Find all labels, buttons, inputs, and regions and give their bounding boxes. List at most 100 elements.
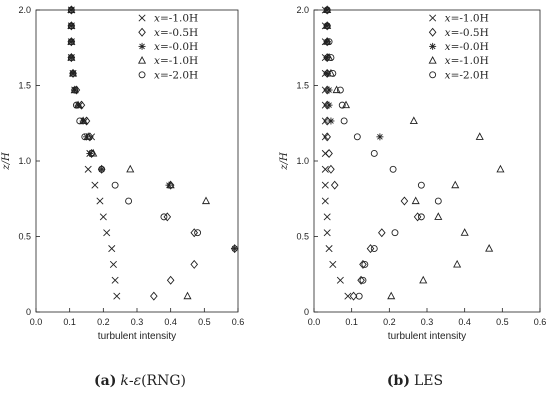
x-axis-label: turbulent intensity (388, 331, 466, 342)
x-axis-label: turbulent intensity (98, 331, 176, 342)
data-point-triangle (84, 132, 93, 140)
data-point-cross (111, 276, 119, 284)
legend-marker-triangle (138, 56, 147, 64)
data-point-triangle (460, 228, 469, 236)
data-point-triangle (475, 132, 484, 140)
x-tick-label: 0.3 (421, 317, 434, 327)
data-point-diamond (323, 132, 331, 142)
data-point-cross (323, 229, 331, 237)
series-circle (67, 6, 202, 237)
x-tick-label: 0.5 (198, 317, 211, 327)
data-point-diamond (323, 5, 331, 15)
data-point-cross (91, 181, 99, 189)
data-point-circle (67, 38, 75, 46)
data-point-circle (359, 276, 367, 284)
data-point-circle (76, 117, 84, 125)
data-point-circle (88, 149, 96, 157)
data-point-asterisk (327, 117, 335, 125)
data-point-cross (99, 213, 107, 221)
data-point-cross (323, 213, 331, 221)
data-point-diamond (87, 148, 96, 158)
x-tick-label: 0.0 (308, 317, 321, 327)
data-point-diamond (67, 53, 76, 63)
data-point-triangle (126, 164, 135, 173)
data-point-circle (370, 149, 378, 157)
data-point-diamond (327, 164, 335, 174)
data-point-diamond (150, 291, 158, 301)
legend-marker-cross (138, 14, 146, 22)
data-point-triangle (485, 244, 494, 252)
data-point-diamond (349, 291, 358, 301)
legend-label: x=-1.0H (445, 13, 489, 25)
data-point-circle (340, 117, 348, 125)
x-tick-label: 0.4 (164, 317, 177, 327)
caption-a: (a) k-ε(RNG) (94, 373, 186, 389)
series-circle (323, 6, 442, 300)
legend-marker-diamond (428, 27, 437, 37)
data-point-diamond (359, 259, 367, 269)
data-point-cross (325, 245, 333, 253)
data-point-circle (329, 69, 337, 77)
series-diamond (67, 5, 239, 301)
legend-label: x=-2.0H (445, 69, 489, 81)
plot-frame (313, 9, 541, 313)
data-point-cross (113, 292, 121, 300)
data-point-circle (336, 86, 344, 94)
data-point-cross (109, 260, 117, 268)
data-point-triangle (419, 275, 428, 284)
data-point-circle (81, 133, 89, 141)
data-point-diamond (166, 180, 175, 190)
data-point-circle (389, 165, 397, 173)
data-point-triangle (183, 291, 192, 300)
data-point-circle (417, 213, 425, 221)
data-point-circle (160, 213, 168, 221)
x-tick-label: 0.2 (383, 317, 396, 327)
data-point-diamond (67, 5, 76, 15)
data-point-diamond (166, 275, 175, 285)
data-point-triangle (453, 259, 462, 268)
x-tick-label: 0.6 (534, 317, 547, 327)
data-point-asterisk (376, 133, 384, 141)
series-diamond (323, 5, 422, 301)
data-point-circle (71, 86, 79, 94)
series-asterisk (67, 6, 239, 253)
data-point-diamond (97, 164, 106, 174)
legend-label: x=-0.5H (154, 27, 198, 39)
data-point-diamond (366, 244, 375, 254)
data-point-diamond (323, 37, 331, 47)
data-point-circle (67, 22, 75, 30)
legend-marker-circle (429, 71, 437, 79)
legend-label: x=-1.0H (154, 13, 198, 25)
legend-label: x=-0.0H (445, 41, 489, 53)
y-tick-label: 2.0 (18, 5, 31, 15)
plot-frame (35, 9, 239, 313)
data-point-diamond (72, 85, 81, 95)
x-tick-label: 0.1 (345, 317, 358, 327)
data-point-cross (321, 197, 329, 205)
data-point-diamond (378, 228, 386, 238)
data-point-asterisk (325, 101, 333, 109)
y-tick-label: 1.5 (18, 81, 31, 91)
data-point-circle (355, 292, 363, 300)
legend-marker-diamond (138, 27, 146, 37)
legend-label: x=-2.0H (154, 69, 198, 81)
data-point-cross (321, 181, 329, 189)
data-point-triangle (387, 291, 396, 300)
y-tick-label: 1.5 (296, 81, 309, 91)
data-point-cross (108, 245, 116, 253)
data-point-triangle (201, 196, 211, 205)
data-point-asterisk (231, 245, 239, 253)
data-point-circle (72, 101, 80, 109)
x-tick-label: 0.3 (131, 317, 144, 327)
panel-a: 0.0 0.1 0.2 0.3 0.4 0.5 0.6 0 0.5 1.0 1.5 2.0 turbul… (1, 5, 244, 342)
data-point-diamond (325, 148, 333, 158)
data-point-triangle (79, 116, 88, 125)
data-point-diamond (330, 180, 339, 190)
legend-marker-circle (138, 71, 146, 79)
data-point-circle (111, 181, 119, 189)
data-point-diamond (357, 275, 365, 285)
data-point-cross (84, 165, 92, 173)
data-point-circle (323, 6, 331, 14)
data-point-cross (321, 165, 329, 173)
